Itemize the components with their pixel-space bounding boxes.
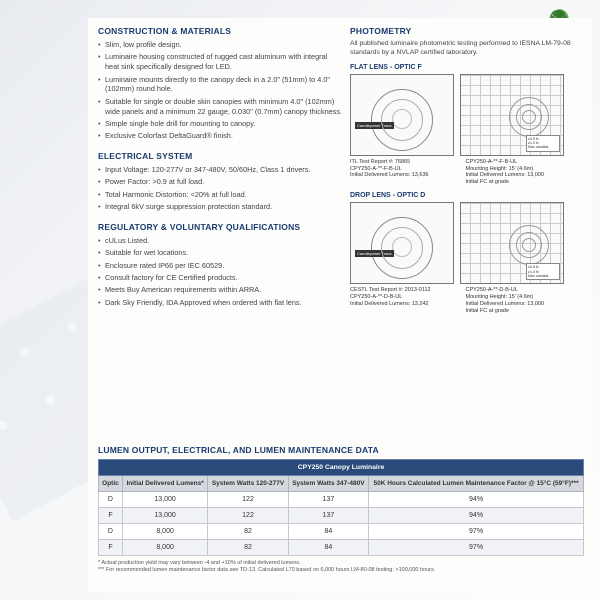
list-item: Total Harmonic Distortion: <20% at full … bbox=[98, 190, 343, 200]
list-item: Enclosure rated IP66 per IEC 60529. bbox=[98, 261, 343, 271]
table-cell: 94% bbox=[369, 507, 584, 523]
photometry-intro: All published luminaire photometric test… bbox=[350, 40, 575, 58]
table-cell: 84 bbox=[288, 523, 368, 539]
drop-iso-chart: ≥0.5 fc≥1.0 fcMax candela bbox=[460, 202, 564, 284]
col-lmf: 50K Hours Calculated Lumen Maintenance F… bbox=[369, 475, 584, 491]
flat-iso-chart: ≥0.5 fc≥1.0 fcMax candela bbox=[460, 74, 564, 156]
lumen-table-title: LUMEN OUTPUT, ELECTRICAL, AND LUMEN MAIN… bbox=[98, 445, 584, 455]
col-watts-hv: System Watts 347-480V bbox=[288, 475, 368, 491]
table-body: D13,00012213794%F13,00012213794%D8,00082… bbox=[99, 491, 584, 555]
table-row: F8,000828497% bbox=[99, 539, 584, 555]
list-item: Dark Sky Friendly, IDA Approved when ord… bbox=[98, 298, 343, 308]
list-item: Input Voltage: 120-277V or 347-480V, 50/… bbox=[98, 165, 343, 175]
table-cell: 97% bbox=[369, 523, 584, 539]
list-item: Luminaire housing constructed of rugged … bbox=[98, 52, 343, 72]
flat-right-caption: CPY250-A-**-F-B-ULMounting Height: 15' (… bbox=[466, 159, 576, 187]
list-item: Suitable for single or double skin canop… bbox=[98, 97, 343, 117]
table-cell: 122 bbox=[208, 491, 288, 507]
table-cell: 13,000 bbox=[122, 491, 207, 507]
table-cell: 137 bbox=[288, 507, 368, 523]
regulatory-title: REGULATORY & VOLUNTARY QUALIFICATIONS bbox=[98, 222, 343, 232]
table-cell: 97% bbox=[369, 539, 584, 555]
footnote-2: *** For recommended lumen maintenance fa… bbox=[98, 567, 584, 574]
table-cell: 8,000 bbox=[122, 523, 207, 539]
footnote-1: * Actual production yield may vary betwe… bbox=[98, 560, 584, 567]
table-row: D8,000828497% bbox=[99, 523, 584, 539]
table-cell: 137 bbox=[288, 491, 368, 507]
drop-polar-chart: Candlepower Trace bbox=[350, 202, 454, 284]
chart-label: Candlepower Trace bbox=[355, 250, 394, 257]
col-optic: Optic bbox=[99, 475, 123, 491]
col-lumens: Initial Delivered Lumens* bbox=[122, 475, 207, 491]
table-cell: 13,000 bbox=[122, 507, 207, 523]
list-item: Consult factory for CE Certified product… bbox=[98, 273, 343, 283]
flat-caption-row: ITL Test Report #: 76865CPY250-A-**-F-B-… bbox=[350, 159, 575, 187]
table-cell: D bbox=[99, 523, 123, 539]
list-item: Simple single hole drill for mounting to… bbox=[98, 119, 343, 129]
table-cell: 8,000 bbox=[122, 539, 207, 555]
table-cell: 94% bbox=[369, 491, 584, 507]
list-item: cULus Listed. bbox=[98, 236, 343, 246]
lumen-table: CPY250 Canopy Luminaire Optic Initial De… bbox=[98, 459, 584, 556]
list-item: Exclusive Colorfast DeltaGuard® finish. bbox=[98, 131, 343, 141]
list-item: Suitable for wet locations. bbox=[98, 248, 343, 258]
list-item: Power Factor: >0.9 at full load. bbox=[98, 177, 343, 187]
flat-left-caption: ITL Test Report #: 76865CPY250-A-**-F-B-… bbox=[350, 159, 460, 187]
flat-chart-row: Candlepower Trace ≥0.5 fc≥1.0 fcMax cand… bbox=[350, 74, 575, 156]
drop-right-caption: CPY250-A-**-D-B-ULMounting Height: 15' (… bbox=[466, 287, 576, 315]
right-column: PHOTOMETRY All published luminaire photo… bbox=[350, 26, 575, 321]
electrical-list: Input Voltage: 120-277V or 347-480V, 50/… bbox=[98, 165, 343, 212]
electrical-title: ELECTRICAL SYSTEM bbox=[98, 151, 343, 161]
table-cell: 122 bbox=[208, 507, 288, 523]
chart-legend: ≥0.5 fc≥1.0 fcMax candela bbox=[526, 135, 560, 152]
flat-polar-chart: Candlepower Trace bbox=[350, 74, 454, 156]
table-cell: 82 bbox=[208, 523, 288, 539]
flat-lens-title: FLAT LENS - OPTIC F bbox=[350, 64, 575, 71]
list-item: Slim, low profile design. bbox=[98, 40, 343, 50]
table-cell: 84 bbox=[288, 539, 368, 555]
drop-lens-title: DROP LENS - OPTIC D bbox=[350, 192, 575, 199]
spec-sheet-page: CONSTRUCTION & MATERIALS Slim, low profi… bbox=[88, 18, 592, 592]
table-row: D13,00012213794% bbox=[99, 491, 584, 507]
chart-label: Candlepower Trace bbox=[355, 122, 394, 129]
chart-legend: ≥0.5 fc≥1.0 fcMax candela bbox=[526, 263, 560, 280]
table-cell: F bbox=[99, 507, 123, 523]
list-item: Meets Buy American requirements within A… bbox=[98, 285, 343, 295]
table-cell: F bbox=[99, 539, 123, 555]
table-cell: 82 bbox=[208, 539, 288, 555]
list-item: Luminaire mounts directly to the canopy … bbox=[98, 75, 343, 95]
construction-list: Slim, low profile design. Luminaire hous… bbox=[98, 40, 343, 141]
photometry-title: PHOTOMETRY bbox=[350, 26, 575, 36]
table-row: F13,00012213794% bbox=[99, 507, 584, 523]
lumen-table-section: LUMEN OUTPUT, ELECTRICAL, AND LUMEN MAIN… bbox=[98, 445, 584, 574]
footnotes: * Actual production yield may vary betwe… bbox=[98, 560, 584, 574]
drop-caption-row: CESTL Test Report #: 2013-0112CPY250-A-*… bbox=[350, 287, 575, 315]
list-item: Integral 6kV surge suppression protectio… bbox=[98, 202, 343, 212]
table-cell: D bbox=[99, 491, 123, 507]
table-header: CPY250 Canopy Luminaire bbox=[99, 459, 584, 475]
regulatory-list: cULus Listed. Suitable for wet locations… bbox=[98, 236, 343, 308]
col-watts-lv: System Watts 120-277V bbox=[208, 475, 288, 491]
construction-title: CONSTRUCTION & MATERIALS bbox=[98, 26, 343, 36]
drop-left-caption: CESTL Test Report #: 2013-0112CPY250-A-*… bbox=[350, 287, 460, 315]
drop-chart-row: Candlepower Trace ≥0.5 fc≥1.0 fcMax cand… bbox=[350, 202, 575, 284]
left-column: CONSTRUCTION & MATERIALS Slim, low profi… bbox=[98, 26, 343, 318]
